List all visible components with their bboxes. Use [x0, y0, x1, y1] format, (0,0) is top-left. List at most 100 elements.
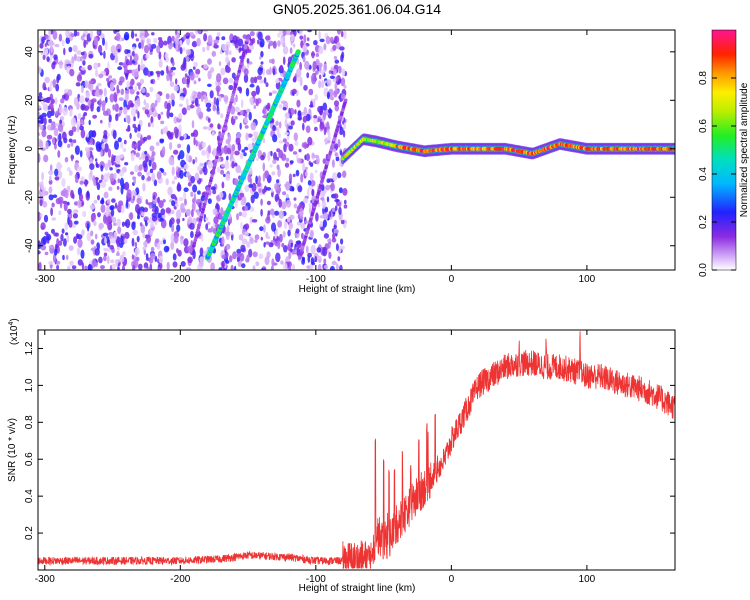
heat-cell: [51, 217, 57, 221]
heat-cell: [149, 252, 156, 260]
heat-cell: [40, 180, 44, 191]
heat-cell: [207, 160, 213, 169]
heat-cell: [326, 79, 332, 87]
heat-cell: [252, 131, 259, 138]
heat-cell: [299, 208, 304, 218]
heat-cell: [137, 145, 141, 152]
heat-cell: [118, 80, 123, 86]
heat-cell: [338, 65, 342, 74]
heat-cell: [183, 47, 186, 52]
heat-cell: [112, 50, 118, 56]
heat-cell: [333, 100, 340, 107]
heat-cell: [198, 261, 204, 267]
heat-cell: [70, 141, 74, 147]
heat-cell: [194, 97, 199, 106]
heat-cell: [160, 168, 165, 173]
heat-cell: [238, 211, 242, 217]
heat-cell: [84, 265, 88, 270]
heat-cell: [161, 146, 166, 156]
heat-cell: [215, 97, 220, 108]
heat-cell: [77, 259, 84, 266]
heat-cell: [271, 171, 276, 176]
heat-cell: [230, 264, 234, 270]
heat-cell: [128, 61, 133, 66]
heat-cell: [58, 196, 64, 204]
heat-cell: [107, 148, 112, 158]
heat-cell: [148, 159, 152, 167]
heat-cell: [282, 230, 286, 238]
heat-cell: [41, 129, 47, 138]
heat-cell: [237, 38, 244, 47]
heat-cell: [105, 216, 110, 226]
heat-cell: [150, 246, 155, 252]
heat-cell: [262, 162, 266, 172]
heat-cell: [319, 108, 323, 116]
heat-cell: [308, 202, 313, 209]
heat-cell: [104, 40, 108, 51]
heat-cell: [207, 221, 211, 225]
heat-cell: [122, 264, 125, 270]
heat-cell: [212, 149, 216, 156]
heat-cell: [265, 241, 270, 245]
heat-cell: [246, 58, 250, 64]
heat-cell: [275, 78, 280, 84]
snr-series: [38, 331, 675, 569]
heat-cell: [162, 40, 168, 46]
heat-cell: [305, 245, 309, 254]
heat-cell: [290, 242, 294, 248]
heat-cell: [300, 222, 306, 230]
heat-cell: [102, 232, 109, 237]
heat-cell: [284, 118, 288, 128]
heat-cell: [195, 139, 198, 147]
heat-cell: [192, 184, 198, 193]
heat-cell: [218, 267, 223, 270]
heat-cell: [50, 126, 54, 131]
heat-cell: [83, 105, 90, 111]
heat-cell: [271, 58, 275, 65]
heat-cell: [39, 125, 44, 130]
heat-cell: [273, 151, 277, 161]
heat-cell: [197, 190, 201, 195]
heat-cell: [155, 112, 159, 117]
heat-cell: [196, 208, 200, 216]
heat-cell: [125, 218, 131, 229]
heat-cell: [215, 223, 219, 229]
heat-cell: [96, 30, 101, 35]
heat-cell: [262, 173, 266, 182]
heat-cell: [165, 93, 170, 100]
heat-cell: [239, 152, 244, 160]
heat-cell: [67, 143, 71, 148]
heat-cell: [158, 255, 163, 264]
heat-cell: [326, 196, 330, 203]
heat-cell: [303, 106, 308, 115]
heat-cell: [239, 87, 242, 94]
heat-cell: [326, 121, 330, 131]
heat-cell: [280, 100, 287, 105]
heat-cell: [97, 62, 101, 68]
heat-cell: [137, 171, 142, 177]
heat-cell: [90, 169, 93, 177]
heat-cell: [222, 77, 229, 85]
heat-cell: [319, 38, 325, 43]
heat-cell: [196, 217, 200, 222]
snr-frame: [37, 329, 676, 571]
heatmap-feature-noise: [38, 30, 348, 270]
heat-cell: [228, 84, 234, 91]
heat-cell: [276, 179, 280, 184]
heat-cell: [307, 180, 312, 186]
heat-cell: [203, 33, 208, 42]
heat-cell: [266, 69, 271, 75]
heat-cell: [40, 51, 45, 56]
heat-cell: [91, 98, 97, 103]
x-tick-label: -100: [306, 274, 326, 285]
heat-cell: [251, 182, 257, 192]
heat-cell: [88, 119, 91, 126]
heat-cell: [50, 44, 53, 54]
heat-cell: [199, 162, 205, 167]
heat-cell: [149, 168, 154, 174]
svg-text:(x104): (x104): [8, 318, 20, 345]
heat-cell: [123, 63, 128, 74]
heat-cell: [185, 49, 192, 56]
heat-cell: [115, 155, 121, 164]
heat-cell: [103, 191, 109, 199]
